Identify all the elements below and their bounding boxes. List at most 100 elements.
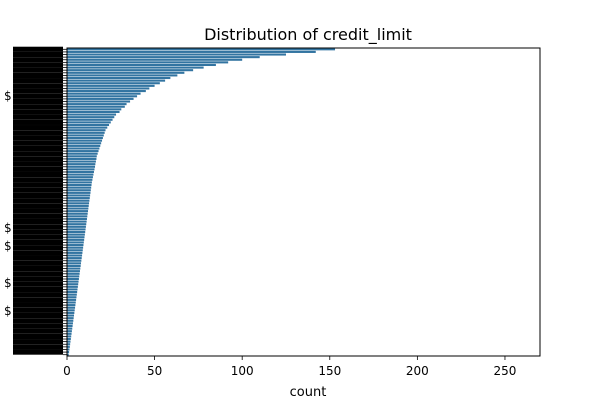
bar bbox=[67, 155, 97, 158]
y-tick-label-overlap bbox=[13, 234, 23, 240]
bar bbox=[67, 264, 81, 267]
y-tick-label-overlap bbox=[13, 177, 23, 183]
y-tick-label-overlap bbox=[23, 276, 33, 282]
y-tick-label-overlap bbox=[43, 234, 53, 240]
bar bbox=[67, 202, 90, 205]
y-tick-label-overlap bbox=[53, 114, 63, 120]
y-tick-label-overlap bbox=[13, 344, 23, 350]
y-tick-label-overlap bbox=[33, 104, 43, 110]
y-tick-label-overlap bbox=[33, 307, 43, 313]
y-tick-label-overlap bbox=[33, 93, 43, 99]
y-tick-label-overlap bbox=[33, 271, 43, 277]
y-tick-label-overlap bbox=[33, 344, 43, 350]
y-tick-label-overlap bbox=[13, 333, 23, 340]
bar bbox=[67, 225, 86, 228]
y-tick-label-overlap bbox=[43, 187, 53, 193]
y-tick-label-overlap bbox=[23, 62, 33, 68]
bar bbox=[67, 311, 75, 314]
y-tick-label-overlap bbox=[23, 151, 33, 157]
y-tick-label-overlap bbox=[23, 104, 33, 110]
bar bbox=[67, 116, 115, 119]
y-tick-label-overlap bbox=[43, 78, 53, 84]
y-tick-label-overlap bbox=[33, 83, 43, 89]
bar bbox=[67, 129, 106, 132]
y-tick-label-overlap bbox=[33, 328, 43, 334]
bar bbox=[67, 291, 78, 294]
y-tick-label-overlap bbox=[43, 46, 53, 52]
y-tick-label-overlap bbox=[43, 72, 53, 79]
y-tick-label-overlap bbox=[33, 339, 43, 345]
y-tick-label-overlap bbox=[53, 312, 63, 319]
y-tick-label-overlap bbox=[23, 323, 33, 329]
bar bbox=[67, 176, 93, 179]
y-tick-label-overlap bbox=[23, 109, 33, 115]
y-tick-label-overlap bbox=[13, 187, 23, 193]
y-tick-label-overlap bbox=[53, 171, 63, 178]
y-tick-label-overlap bbox=[33, 224, 43, 230]
bar bbox=[67, 233, 85, 236]
y-tick-label-overlap bbox=[13, 255, 23, 261]
y-tick-label-overlap bbox=[13, 203, 23, 209]
y-tick-label-overlap bbox=[43, 67, 53, 73]
bar bbox=[67, 304, 76, 307]
plot-frame bbox=[66, 47, 541, 357]
y-tick-label-overlap bbox=[43, 166, 53, 172]
y-tick-label-overlap bbox=[53, 156, 63, 162]
y-tick-label-overlap bbox=[13, 349, 23, 355]
y-tick-label-overlap bbox=[33, 57, 43, 63]
y-tick-label-overlap bbox=[13, 57, 23, 63]
bar bbox=[67, 48, 336, 51]
y-tick-label-overlap bbox=[13, 104, 23, 110]
bar bbox=[67, 84, 155, 87]
y-tick-label-overlap bbox=[53, 93, 63, 99]
y-tick-label-overlap bbox=[53, 250, 63, 256]
y-tick-label-overlap bbox=[33, 239, 43, 246]
y-tick-label-overlap bbox=[53, 119, 63, 125]
bar bbox=[67, 61, 229, 64]
bar bbox=[67, 87, 150, 90]
y-tick-label-overlap bbox=[43, 349, 53, 355]
y-tick-label-overlap bbox=[43, 318, 53, 324]
y-tick-label-overlap bbox=[43, 276, 53, 282]
y-tick-label-overlap bbox=[23, 312, 33, 319]
y-tick-label-overlap bbox=[23, 213, 33, 219]
bar bbox=[67, 56, 260, 59]
bar bbox=[67, 210, 89, 213]
y-tick-labels: $ $ $ $ $ bbox=[2, 46, 67, 356]
y-tick-label-overlap bbox=[23, 88, 33, 94]
y-tick-label-overlap bbox=[53, 208, 63, 214]
bar bbox=[67, 317, 74, 320]
bar bbox=[67, 215, 88, 218]
y-tick-label-overlap bbox=[23, 271, 33, 277]
y-tick-label-overlap bbox=[33, 109, 43, 115]
y-tick-label-overlap bbox=[43, 171, 53, 178]
y-tick-label-overlap bbox=[43, 260, 53, 266]
y-tick-label-overlap bbox=[43, 57, 53, 63]
y-tick-label-overlap bbox=[13, 218, 23, 225]
y-tick-label-overlap bbox=[23, 125, 33, 131]
bar bbox=[67, 95, 138, 98]
y-tick-label-overlap bbox=[33, 213, 43, 219]
y-tick-label-overlap bbox=[33, 203, 43, 209]
y-tick-label-overlap bbox=[43, 208, 53, 214]
y-tick-label-overlap bbox=[33, 182, 43, 188]
y-tick-label-overlap bbox=[53, 46, 63, 52]
y-tick-label-overlap bbox=[53, 51, 63, 58]
y-tick-label-overlap bbox=[23, 57, 33, 63]
y-tick-label-overlap bbox=[13, 125, 23, 131]
y-tick-label-overlap bbox=[23, 145, 33, 152]
y-tick-label-overlap bbox=[23, 78, 33, 84]
y-tick-label-overlap bbox=[23, 140, 33, 146]
y-tick-label-overlap bbox=[33, 318, 43, 324]
y-tick-label-overlap bbox=[13, 46, 23, 52]
y-tick-label-overlap bbox=[23, 93, 33, 99]
bar bbox=[67, 105, 125, 108]
y-tick-label-overlap bbox=[43, 312, 53, 319]
y-tick-label-overlap bbox=[13, 166, 23, 172]
bar bbox=[67, 343, 71, 346]
x-axis-ticks: 0 50 100 150 200 250 bbox=[63, 356, 516, 378]
y-tick-label-overlap bbox=[33, 250, 43, 256]
y-tick-label-overlap bbox=[43, 333, 53, 340]
bar bbox=[67, 314, 75, 317]
